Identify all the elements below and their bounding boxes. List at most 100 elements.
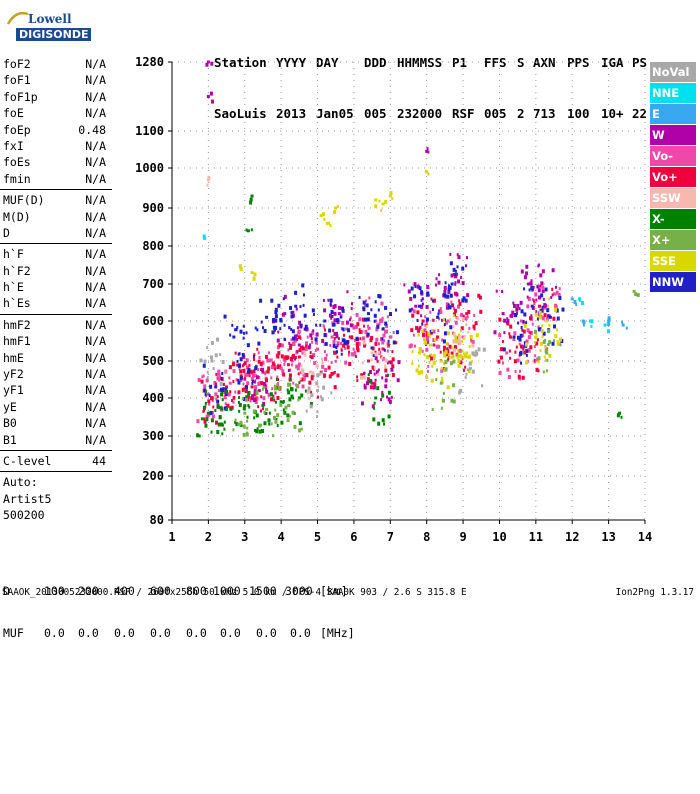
- muf-value: 0.0: [44, 626, 65, 640]
- echo-point: [315, 381, 319, 386]
- param-row: foF1p N/A: [0, 89, 112, 105]
- echo-point: [218, 375, 222, 380]
- echo-point: [298, 428, 302, 433]
- echo-point: [538, 315, 542, 320]
- echo-point: [333, 318, 337, 323]
- echo-point: [238, 422, 241, 426]
- echo-point: [202, 417, 205, 421]
- distance-value: 3000: [285, 584, 313, 598]
- echo-point: [461, 357, 464, 361]
- echo-point: [344, 360, 348, 365]
- echo-point: [341, 320, 345, 325]
- param-row: hmF1 N/A: [0, 333, 112, 349]
- echo-point: [437, 329, 440, 333]
- echo-point: [416, 328, 420, 333]
- echo-point: [582, 320, 586, 325]
- echo-point: [478, 295, 482, 300]
- echo-point: [270, 422, 273, 426]
- param-name: C-level: [3, 453, 52, 468]
- echo-point: [423, 328, 427, 333]
- echo-point: [273, 365, 277, 370]
- echo-point: [544, 348, 548, 353]
- echo-point: [317, 373, 320, 377]
- echo-point: [216, 337, 220, 342]
- param-name: hmF2: [3, 317, 31, 332]
- echo-point: [607, 319, 611, 323]
- echo-point: [270, 365, 274, 370]
- echo-point: [466, 293, 470, 298]
- echo-point: [538, 310, 542, 315]
- echo-point: [472, 324, 476, 329]
- echo-point: [376, 359, 379, 363]
- legend-item-noval: NoVal: [650, 62, 696, 82]
- muf-value: 0.0: [220, 626, 241, 640]
- echo-point: [211, 399, 214, 403]
- echo-point: [210, 340, 214, 345]
- logo-line2: DIGISONDE: [16, 28, 92, 41]
- echo-point: [452, 332, 456, 337]
- echo-point: [375, 337, 379, 342]
- echo-point: [346, 345, 350, 350]
- echo-point: [350, 352, 354, 357]
- echo-point: [458, 340, 462, 345]
- echo-point: [528, 316, 532, 321]
- echo-point: [259, 298, 263, 303]
- echo-point: [384, 358, 388, 363]
- echo-point: [294, 357, 297, 361]
- echo-point: [289, 378, 292, 382]
- echo-point: [339, 315, 342, 319]
- echo-point: [296, 366, 300, 371]
- echo-point: [435, 337, 438, 341]
- echo-point: [242, 331, 245, 335]
- echo-point: [217, 389, 221, 393]
- echo-point: [548, 315, 552, 319]
- echo-point: [258, 375, 261, 379]
- echo-point: [374, 319, 378, 323]
- echo-point: [433, 298, 437, 303]
- echo-point: [234, 418, 237, 422]
- echo-point: [375, 370, 379, 375]
- echo-point: [221, 388, 225, 393]
- echo-point: [456, 272, 459, 276]
- echo-point: [348, 318, 351, 322]
- echo-point: [280, 420, 284, 425]
- echo-point: [300, 377, 304, 382]
- echo-point: [531, 298, 534, 302]
- auto-row: Artist5: [0, 491, 112, 507]
- echo-point: [307, 386, 311, 391]
- echo-point: [245, 397, 249, 402]
- echo-point: [301, 346, 305, 351]
- echo-point: [427, 172, 430, 176]
- echo-point: [203, 388, 207, 393]
- echo-point: [256, 368, 259, 372]
- echo-point: [203, 359, 207, 364]
- echo-point: [465, 312, 469, 316]
- echo-point: [519, 300, 523, 305]
- echo-point: [450, 398, 454, 403]
- x-tick-label: 6: [350, 530, 357, 544]
- echo-point: [517, 321, 520, 325]
- echo-point: [534, 354, 537, 358]
- y-tick-label: 1280: [135, 55, 164, 69]
- x-tick-label: 14: [638, 530, 652, 544]
- echo-point: [254, 385, 258, 390]
- echo-point: [364, 317, 368, 322]
- echo-point: [238, 395, 241, 399]
- echo-point: [314, 337, 318, 342]
- echo-point: [518, 369, 521, 373]
- echo-point: [547, 329, 551, 334]
- echo-point: [525, 360, 529, 365]
- echo-point: [276, 383, 279, 387]
- echo-point: [249, 399, 252, 403]
- echo-point: [415, 368, 419, 373]
- echo-point: [286, 388, 289, 392]
- echo-point: [249, 369, 253, 374]
- legend-item-x-minus: X-: [650, 209, 696, 229]
- echo-point: [518, 351, 522, 356]
- echo-point: [213, 380, 217, 385]
- echo-point: [342, 328, 345, 332]
- echo-point: [307, 345, 311, 350]
- echo-point: [224, 402, 227, 406]
- echo-point: [427, 365, 430, 369]
- echo-point: [509, 313, 513, 318]
